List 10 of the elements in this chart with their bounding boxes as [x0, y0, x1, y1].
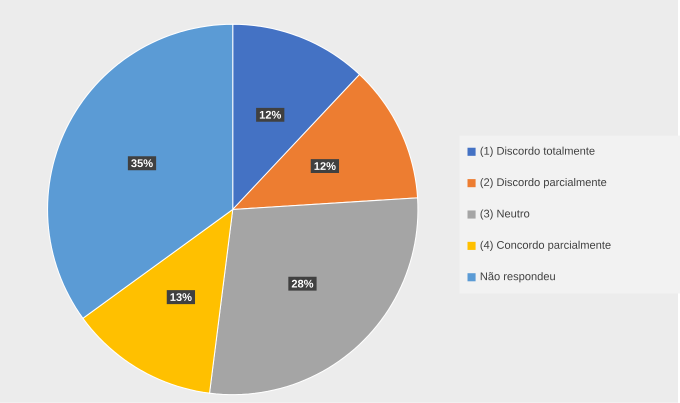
legend-label: Não respondeu	[480, 272, 555, 283]
data-label: 12%	[260, 110, 282, 119]
data-label: 13%	[170, 293, 192, 302]
legend-label: (1) Discordo totalmente	[480, 146, 595, 158]
data-label: 28%	[292, 280, 314, 288]
legend-label: (3) Neutro	[480, 209, 530, 220]
data-label: 12%	[314, 162, 336, 170]
legend-label: (4) Concordo parcialmente	[480, 240, 611, 252]
data-label: 35%	[131, 159, 153, 168]
legend-label: (2) Discordo parcialmente	[480, 178, 606, 188]
